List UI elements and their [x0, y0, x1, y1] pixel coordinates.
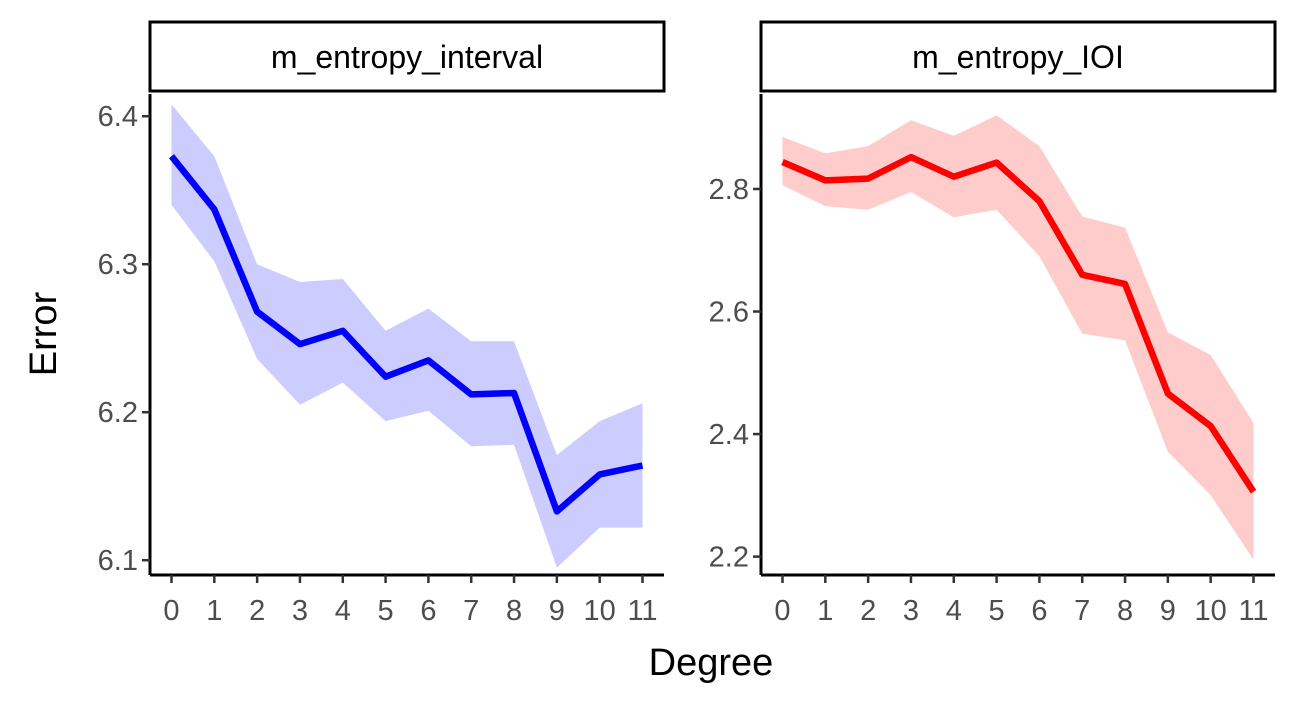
x-tick-label: 3	[903, 595, 919, 627]
y-tick-label: 2.2	[709, 542, 749, 574]
x-tick-label: 9	[549, 595, 565, 627]
x-tick-label: 1	[206, 595, 222, 627]
x-tick-label: 11	[1238, 595, 1268, 627]
y-tick-label: 6.4	[98, 101, 138, 133]
x-tick-label: 10	[584, 595, 616, 627]
y-tick-label: 6.1	[98, 545, 138, 577]
y-tick-label: 2.4	[709, 419, 749, 451]
series-line	[781, 153, 1257, 494]
facet-strip-title: m_entropy_interval	[271, 39, 543, 75]
x-axis-title: Degree	[649, 642, 774, 684]
facet-strip	[148, 20, 666, 93]
x-tick-label: 6	[420, 595, 436, 627]
y-axis-title: Error	[23, 291, 65, 376]
x-tick-label: 0	[163, 595, 179, 627]
facet-strip-title: m_entropy_IOI	[912, 39, 1124, 75]
x-tick-label: 8	[1117, 595, 1133, 627]
x-tick-label: 1	[817, 595, 833, 627]
x-tick-label: 9	[1160, 595, 1176, 627]
x-tick-label: 4	[946, 595, 962, 627]
x-tick-label: 10	[1195, 595, 1227, 627]
x-tick-label: 2	[249, 595, 265, 627]
confidence-band	[782, 115, 1254, 560]
x-tick-label: 3	[292, 595, 308, 627]
facet-strip	[759, 20, 1277, 93]
y-tick-label: 2.8	[709, 174, 749, 206]
x-tick-label: 4	[335, 595, 351, 627]
y-tick-label: 6.2	[98, 397, 138, 429]
x-tick-label: 6	[1031, 595, 1047, 627]
x-tick-label: 0	[774, 595, 790, 627]
y-tick-label: 6.3	[98, 249, 138, 281]
x-tick-label: 5	[989, 595, 1005, 627]
x-tick-label: 11	[627, 595, 657, 627]
x-tick-label: 7	[463, 595, 479, 627]
x-tick-label: 8	[506, 595, 522, 627]
x-tick-label: 2	[860, 595, 876, 627]
panel-2: m_entropy_IOI 2.2 2.4 2.6 2.8 0 1 2 3 4 5 6 7 8 9 10 11	[709, 20, 1277, 627]
series-line	[168, 154, 644, 515]
x-tick-label: 5	[378, 595, 394, 627]
panel-1: m_entropy_interval 6.1 6.2 6.3 6.4 0 1 2 3 4 5 6 7 8 9…	[98, 20, 666, 627]
x-tick-label: 7	[1074, 595, 1090, 627]
y-tick-label: 2.6	[709, 297, 749, 329]
confidence-band	[171, 104, 643, 568]
